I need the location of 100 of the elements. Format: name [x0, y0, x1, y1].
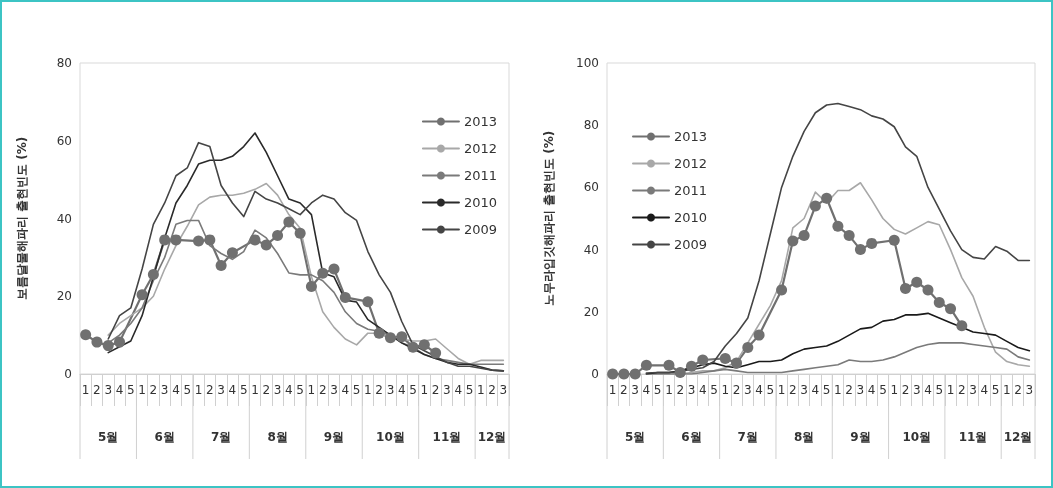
x-tick-label: 1	[251, 383, 259, 397]
x-tick-label: 5	[653, 383, 662, 397]
x-tick-label: 5	[296, 383, 304, 397]
text: 6월	[154, 430, 175, 444]
x-tick-label: 3	[912, 383, 921, 397]
y-tick-label: 80	[56, 56, 72, 70]
text: 12월	[477, 430, 507, 444]
x-tick-label: 3	[217, 383, 225, 397]
legend-label: 2013	[674, 129, 708, 144]
x-tick-label: 4	[115, 383, 124, 397]
x-tick-label: 3	[800, 383, 808, 397]
x-tick-label: 1	[890, 383, 899, 397]
x-tick-label: 5	[409, 383, 417, 397]
legend-label: 2012	[463, 141, 498, 156]
y-tick-label: 100	[576, 56, 599, 70]
x-tick-label: 5	[710, 383, 718, 397]
x-tick-label: 5	[822, 383, 831, 397]
x-tick-label: 3	[743, 383, 752, 397]
x-tick-label: 1	[420, 383, 429, 397]
x-tick-label: 1	[777, 383, 786, 397]
x-tick-label: 4	[924, 383, 932, 397]
x-tick-label: 4	[698, 383, 707, 397]
x-tick-label: 5	[879, 383, 887, 397]
x-tick-label: 4	[811, 383, 820, 397]
text: 12월	[1003, 430, 1033, 444]
text: 7월	[210, 430, 232, 444]
x-tick-label: 4	[397, 383, 406, 397]
x-tick-label: 2	[732, 383, 741, 397]
legend-label: 2010	[674, 210, 708, 225]
x-tick-label: 1	[721, 383, 730, 397]
y-axis-title: 보름달물해파리 출현빈도 (%)	[15, 136, 29, 301]
y-tick-label: 20	[56, 289, 72, 304]
legend-label: 2011	[463, 168, 498, 183]
text: 9월	[850, 430, 871, 444]
y-tick-label: 0	[591, 367, 599, 381]
text: 8월	[793, 430, 815, 444]
x-tick-label: 2	[375, 383, 383, 397]
text: 9월	[323, 430, 345, 444]
x-tick-label: 1	[834, 383, 842, 397]
x-tick-label: 2	[262, 383, 271, 397]
y-tick-label: 40	[583, 242, 599, 257]
y-tick-label: 20	[583, 304, 599, 319]
legend-label: 2009	[463, 222, 498, 237]
legend-label: 2010	[463, 195, 498, 210]
x-tick-label: 1	[364, 383, 372, 397]
x-tick-label: 2	[149, 383, 158, 397]
text: 7월	[737, 430, 758, 444]
x-tick-label: 3	[1025, 383, 1034, 397]
x-tick-label: 3	[856, 383, 865, 397]
text: 8월	[267, 430, 288, 444]
x-tick-label: 2	[318, 383, 327, 397]
x-tick-label: 5	[183, 383, 192, 397]
x-tick-label: 2	[620, 383, 628, 397]
text: 10월	[376, 430, 405, 444]
x-tick-label: 3	[969, 383, 977, 397]
x-tick-label: 5	[126, 383, 135, 397]
y-tick-label: 80	[583, 118, 599, 133]
x-tick-label: 3	[631, 383, 639, 397]
x-tick-label: 3	[687, 383, 696, 397]
x-tick-label: 4	[980, 383, 989, 397]
x-tick-label: 5	[935, 383, 944, 397]
legend-label: 2013	[463, 114, 498, 129]
x-tick-label: 1	[1003, 383, 1011, 397]
x-tick-label: 4	[867, 383, 876, 397]
legend-label: 2009	[674, 237, 708, 252]
x-tick-label: 2	[93, 383, 101, 397]
x-tick-label: 3	[104, 383, 113, 397]
text: 11월	[958, 430, 988, 444]
text: 5월	[624, 430, 646, 444]
x-tick-label: 2	[206, 383, 214, 397]
y-tick-label: 60	[583, 180, 599, 195]
x-tick-label: 3	[160, 383, 169, 397]
x-tick-label: 3	[443, 383, 451, 397]
x-tick-label: 4	[285, 383, 293, 397]
y-tick-label: 40	[56, 211, 72, 226]
x-tick-label: 2	[431, 383, 440, 397]
x-tick-label: 1	[307, 383, 316, 397]
text: 5월	[98, 430, 119, 444]
text: 6월	[681, 430, 702, 444]
text: 11월	[432, 430, 462, 444]
x-tick-label: 5	[766, 383, 775, 397]
x-tick-label: 1	[608, 383, 617, 397]
y-tick-label: 0	[64, 367, 72, 381]
legend-label: 2012	[674, 156, 708, 171]
x-tick-label: 4	[642, 383, 651, 397]
x-tick-label: 4	[454, 383, 463, 397]
x-tick-label: 1	[476, 383, 485, 397]
x-tick-label: 2	[488, 383, 496, 397]
x-tick-label: 3	[386, 383, 395, 397]
x-tick-label: 1	[665, 383, 673, 397]
text: 10월	[902, 430, 932, 444]
y-axis-title: 노무라입깃해파리 출현빈도 (%)	[542, 130, 556, 307]
x-tick-label: 4	[755, 383, 763, 397]
x-tick-label: 1	[946, 383, 955, 397]
x-tick-label: 2	[845, 383, 853, 397]
x-tick-label: 4	[172, 383, 180, 397]
x-tick-label: 2	[957, 383, 966, 397]
x-tick-label: 1	[138, 383, 146, 397]
x-tick-label: 1	[194, 383, 203, 397]
x-tick-label: 5	[239, 383, 248, 397]
